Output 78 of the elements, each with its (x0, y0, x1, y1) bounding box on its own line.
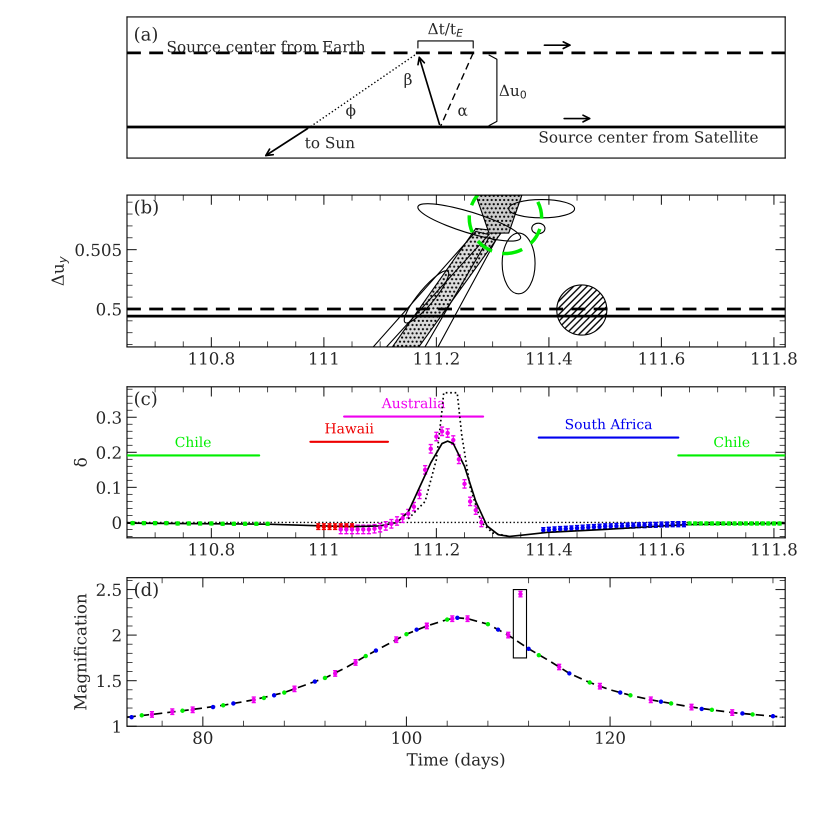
point (710, 708, 714, 712)
x-tick-label: 111.6 (640, 352, 684, 365)
text: (a) (135, 26, 157, 44)
y-tick-label: 0.3 (96, 411, 121, 424)
point (221, 703, 226, 708)
point (567, 671, 572, 676)
y-tick-label: 0.1 (96, 481, 120, 494)
x-tick-label: 111 (310, 542, 338, 556)
point (628, 693, 633, 698)
point (231, 701, 236, 706)
x-tick-label: 111 (310, 352, 338, 364)
point (455, 616, 460, 620)
text: Δu$_{0}$ (499, 84, 526, 99)
point (588, 680, 592, 685)
point (404, 632, 409, 636)
point (618, 690, 622, 695)
y-tick-label: 0 (112, 516, 122, 529)
annotation: (d) (135, 582, 158, 599)
annotation: (b) (135, 200, 158, 216)
series-label: South Africa (566, 418, 652, 430)
text: β (404, 72, 412, 88)
text: ϕ (346, 104, 356, 119)
point (486, 622, 490, 626)
point (536, 652, 541, 658)
point (414, 627, 419, 632)
point (444, 617, 450, 622)
point (374, 648, 378, 653)
point (740, 711, 745, 716)
x-tick-label: 80 (193, 731, 212, 744)
point (668, 701, 674, 706)
x-tick-label: 111.4 (527, 542, 572, 556)
y-tick-label: 2.5 (96, 583, 121, 596)
text: Δt/t$_{E}$ (428, 23, 463, 37)
point (700, 706, 704, 712)
y-tick-label: 0.5 (96, 302, 121, 316)
x-tick-label: 111.2 (414, 542, 459, 556)
y-tick-label: 2 (112, 629, 120, 642)
point (140, 713, 144, 718)
point (770, 714, 776, 718)
y-axis-title: δ (74, 458, 87, 466)
x-tick-label: 111.4 (527, 352, 572, 365)
text: α (458, 108, 468, 116)
point (658, 699, 664, 704)
x-tick-label: 120 (596, 731, 625, 744)
x-tick-label: 111.6 (640, 542, 684, 556)
point (282, 690, 286, 695)
x-axis-title: Time (days) (406, 752, 504, 770)
point (750, 712, 755, 717)
series-label: Hawaii (325, 423, 374, 434)
x-tick-label: 110.8 (190, 352, 234, 365)
x-tick-label: 111.2 (414, 352, 459, 365)
point (496, 627, 500, 632)
point (322, 676, 328, 680)
text: to Sun (305, 136, 355, 148)
point (129, 714, 134, 720)
point (312, 679, 318, 684)
y-tick-label: 1.5 (98, 674, 121, 688)
point (180, 708, 185, 713)
point (364, 654, 368, 658)
series-label: Chile (714, 436, 750, 448)
x-tick-label: 111.8 (752, 542, 797, 556)
source-note: Source center from Earth (168, 40, 366, 52)
point (210, 704, 216, 710)
annotation: (c) (135, 391, 156, 408)
y-tick-label: 1 (114, 720, 120, 733)
point (526, 646, 531, 651)
y-axis-title: Magnification (74, 594, 90, 710)
point (262, 696, 266, 700)
x-tick-label: 100 (392, 731, 422, 744)
series-label: Australia (382, 398, 446, 408)
y-tick-label: 0.505 (76, 244, 121, 256)
series-label: Chile (176, 436, 211, 448)
y-axis-title: Δu$_{y}$ (52, 256, 69, 286)
source-note: Source center from Satellite (540, 130, 758, 143)
point (272, 693, 276, 698)
x-tick-label: 110.8 (190, 542, 234, 556)
x-tick-label: 111.8 (752, 352, 797, 365)
y-tick-label: 0.2 (96, 446, 120, 459)
